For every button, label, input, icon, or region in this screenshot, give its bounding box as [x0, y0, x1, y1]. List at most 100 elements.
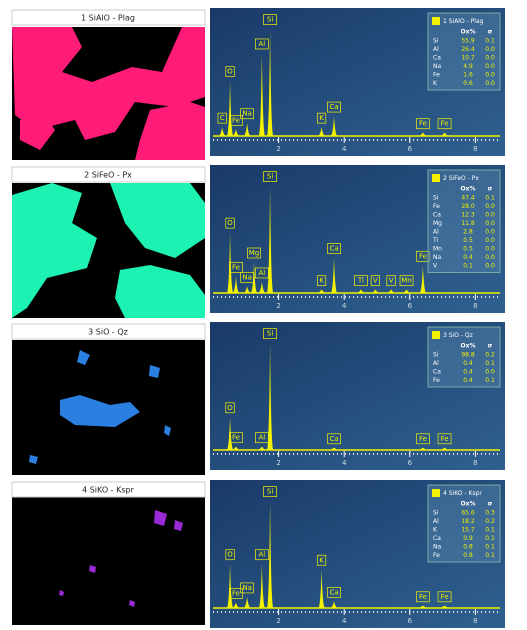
table-cell: Ca — [433, 369, 441, 376]
table-cell: 0.1 — [463, 263, 473, 270]
table-cell: Si — [433, 510, 439, 517]
peak-label: Fe — [441, 120, 449, 128]
table-cell: Fe — [433, 72, 440, 79]
legend-swatch — [432, 17, 440, 25]
peak-label: Al — [259, 434, 266, 442]
x-tick-label: 8 — [473, 459, 477, 467]
table-cell: 12.3 — [461, 212, 475, 219]
table-cell: 0.0 — [485, 220, 495, 227]
table-cell: 4.9 — [463, 63, 473, 70]
peak-label: O — [227, 404, 233, 412]
table-cell: 0.0 — [485, 263, 495, 270]
peak-label: Al — [259, 269, 266, 277]
table-cell: 0.1 — [485, 38, 495, 45]
table-cell: 65.6 — [461, 510, 475, 517]
peak-label: K — [319, 277, 324, 285]
peak-label: Fe — [419, 252, 427, 260]
legend-swatch — [432, 174, 440, 182]
peak-label: Fe — [441, 435, 449, 443]
table-cell: Fe — [433, 377, 440, 384]
peak-label: Al — [259, 551, 266, 559]
x-tick-label: 6 — [408, 459, 413, 467]
table-cell: Na — [433, 63, 441, 70]
table-cell: 18.2 — [461, 518, 475, 525]
legend-label: 1 SiAlO - Plag — [443, 18, 484, 25]
table-cell: 0.5 — [463, 237, 473, 244]
table-cell: 0.1 — [485, 377, 495, 384]
peak-label: Fe — [232, 589, 240, 597]
table-cell: 98.8 — [461, 352, 475, 359]
peak-label: Fe — [232, 263, 240, 271]
table-cell: 11.8 — [461, 220, 475, 227]
table-header: Ox% — [461, 186, 476, 193]
x-tick-label: 4 — [342, 617, 347, 625]
x-tick-label: 2 — [276, 145, 280, 153]
table-cell: Si — [433, 195, 439, 202]
table-cell: 0.0 — [485, 72, 495, 79]
table-cell: Si — [433, 352, 439, 359]
table-cell: 28.0 — [461, 203, 475, 210]
table-cell: 0.4 — [463, 360, 473, 367]
x-tick-label: 4 — [342, 302, 347, 310]
table-cell: Al — [433, 518, 439, 525]
map-title: 4 SiKO - Kspr — [82, 486, 135, 495]
x-tick-label: 8 — [473, 617, 477, 625]
x-tick-label: 4 — [342, 145, 347, 153]
table-header: σ — [488, 186, 493, 193]
peak-label: Na — [242, 584, 252, 592]
table-cell: 0.2 — [485, 352, 495, 359]
peak-label: Ca — [329, 435, 338, 443]
table-cell: 0.4 — [463, 377, 473, 384]
table-cell: 0.9 — [463, 535, 473, 542]
table-cell: 0.1 — [485, 544, 495, 551]
table-cell: 0.1 — [485, 527, 495, 534]
peak-label: Fe — [441, 593, 449, 601]
peak-label: O — [227, 219, 233, 227]
peak-label: Ca — [329, 245, 338, 253]
table-cell: 47.4 — [461, 195, 475, 202]
table-cell: Al — [433, 46, 439, 53]
table-cell: 0.3 — [485, 510, 495, 517]
x-tick-label: 2 — [276, 459, 280, 467]
legend-swatch — [432, 489, 440, 497]
table-header: Ox% — [461, 29, 476, 36]
x-tick-label: 6 — [408, 617, 413, 625]
phase-map — [12, 183, 205, 318]
table-cell: Na — [433, 254, 441, 261]
peak-label: Si — [267, 488, 273, 496]
table-header: σ — [488, 343, 493, 350]
map-title: 3 SiO - Qz — [88, 328, 128, 337]
table-cell: 0.0 — [485, 55, 495, 62]
table-cell: Fe — [433, 552, 440, 559]
table-cell: Si — [433, 38, 439, 45]
phase-map — [12, 340, 205, 475]
table-cell: 0.0 — [485, 237, 495, 244]
table-cell: 55.9 — [461, 38, 475, 45]
peak-label: Fe — [419, 120, 427, 128]
table-cell: 0.1 — [485, 552, 495, 559]
table-cell: 2.8 — [463, 229, 473, 236]
table-cell: Fe — [433, 203, 440, 210]
peak-label: Si — [267, 173, 273, 181]
table-cell: 1.6 — [463, 72, 473, 79]
map-title: 1 SiAlO - Plag — [81, 14, 135, 23]
table-header: σ — [488, 29, 493, 36]
peak-label: Na — [242, 110, 252, 118]
table-cell: 0.0 — [485, 254, 495, 261]
peak-label: Fe — [419, 593, 427, 601]
table-cell: Mg — [433, 220, 442, 227]
x-tick-label: 8 — [473, 145, 477, 153]
table-cell: 0.4 — [463, 254, 473, 261]
table-cell: 0.5 — [463, 246, 473, 253]
peak-label: O — [227, 68, 233, 76]
phase-map — [12, 497, 205, 625]
peak-label: Fe — [232, 116, 240, 124]
table-cell: 0.0 — [485, 63, 495, 70]
table-cell: Ca — [433, 212, 441, 219]
table-cell: Ca — [433, 535, 441, 542]
peak-label: Ca — [329, 588, 338, 596]
peak-label: Ti — [357, 277, 364, 285]
peak-label: K — [319, 114, 324, 122]
table-cell: 0.8 — [463, 552, 473, 559]
table-header: Ox% — [461, 343, 476, 350]
